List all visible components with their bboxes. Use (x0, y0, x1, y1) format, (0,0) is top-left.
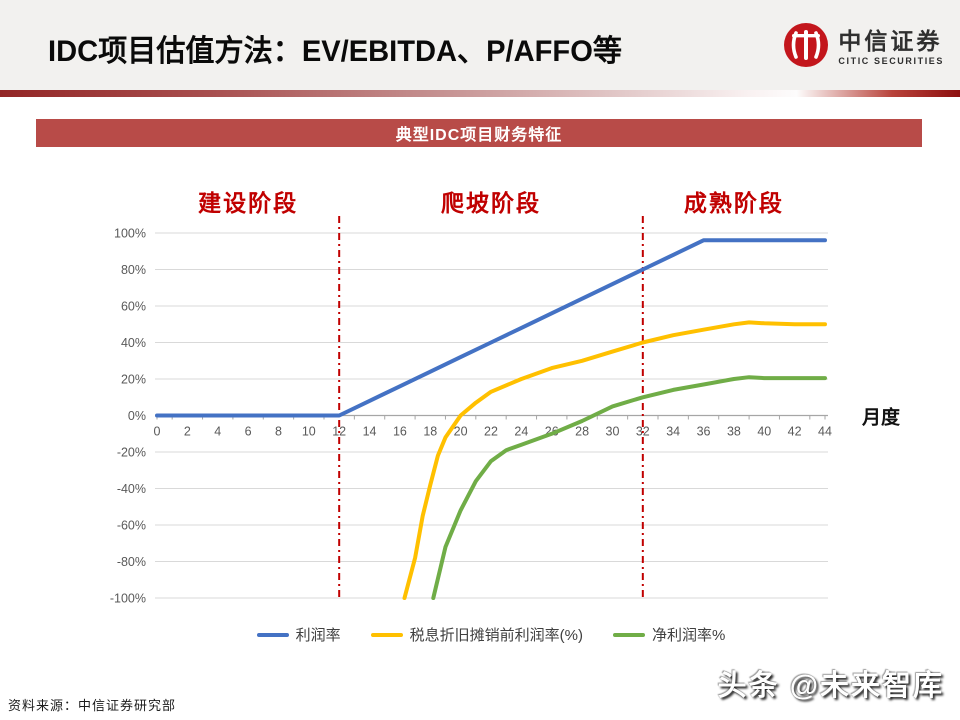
svg-text:44: 44 (818, 425, 832, 439)
chart-area: 100% 80% 60% 40% 20% 0% -20% -40% -60% -80% -100% 0… (0, 150, 960, 620)
svg-text:-80%: -80% (117, 555, 146, 569)
svg-text:20: 20 (454, 425, 468, 439)
citic-logo-cn: 中信证券 (838, 27, 943, 54)
svg-text:-40%: -40% (117, 482, 146, 496)
legend-item-3: 净利润率% (613, 624, 725, 645)
phase-label-2: 爬坡阶段 (441, 190, 541, 216)
citic-logo-text: 中信证券 CITIC SECURITIES (838, 27, 944, 66)
svg-text:6: 6 (245, 425, 252, 439)
svg-text:24: 24 (514, 425, 528, 439)
svg-text:16: 16 (393, 425, 407, 439)
svg-text:34: 34 (666, 425, 680, 439)
legend-swatch-3 (613, 632, 645, 637)
svg-text:38: 38 (727, 425, 741, 439)
x-axis-title: 月度 (861, 406, 901, 429)
svg-text:10: 10 (302, 425, 316, 439)
svg-text:4: 4 (214, 425, 221, 439)
citic-logo-en: CITIC SECURITIES (838, 55, 944, 66)
slide-header: IDC项目估值方法：EV/EBITDA、P/AFFO等 中信证券 CITIC S… (0, 0, 960, 90)
citic-logo-icon (783, 22, 829, 73)
red-gradient-divider (0, 90, 960, 97)
gridlines (155, 232, 828, 599)
series-line-2 (402, 320, 827, 600)
svg-text:8: 8 (275, 425, 282, 439)
svg-text:22: 22 (484, 425, 498, 439)
svg-text:2: 2 (184, 425, 191, 439)
citic-logo: 中信证券 CITIC SECURITIES (783, 22, 944, 73)
legend-label-2: 税息折旧摊销前利润率(%) (409, 627, 583, 644)
series-line-3 (431, 375, 827, 600)
svg-text:60%: 60% (121, 300, 146, 314)
chart-legend: 利润率 税息折旧摊销前利润率(%) 净利润率% (157, 624, 825, 645)
phase-label-1: 建设阶段 (198, 190, 298, 216)
section-banner-label: 典型IDC项目财务特征 (395, 127, 563, 144)
svg-text:18: 18 (423, 425, 437, 439)
watermark: 头条 @未来智库 (717, 670, 944, 702)
page-title: IDC项目估值方法：EV/EBITDA、P/AFFO等 (48, 35, 622, 68)
svg-text:-100%: -100% (110, 592, 146, 606)
x-axis-labels: 0246810121416182022242628303234363840424… (154, 425, 832, 439)
svg-text:14: 14 (363, 425, 377, 439)
svg-text:80%: 80% (121, 263, 146, 277)
phase-label-3: 成熟阶段 (684, 190, 784, 216)
svg-text:0: 0 (154, 425, 161, 439)
source-note: 资料来源：中信证券研究部 (8, 698, 177, 713)
svg-text:0%: 0% (128, 409, 146, 423)
svg-text:20%: 20% (121, 373, 146, 387)
chart-svg: 100% 80% 60% 40% 20% 0% -20% -40% -60% -80% -100% 0… (110, 190, 901, 606)
svg-text:40: 40 (757, 425, 771, 439)
legend-label-3: 净利润率% (652, 627, 726, 644)
legend-item-2: 税息折旧摊销前利润率(%) (370, 624, 583, 645)
svg-text:-60%: -60% (117, 519, 146, 533)
legend-swatch-1 (256, 632, 289, 637)
svg-text:-20%: -20% (117, 446, 146, 460)
svg-text:28: 28 (575, 425, 589, 439)
svg-text:30: 30 (606, 425, 620, 439)
section-banner: 典型IDC项目财务特征 (36, 119, 922, 147)
svg-text:100%: 100% (114, 227, 146, 241)
legend-label-1: 利润率 (295, 627, 341, 644)
svg-text:36: 36 (697, 425, 711, 439)
legend-swatch-2 (370, 632, 403, 637)
y-axis-labels: 100% 80% 60% 40% 20% 0% -20% -40% -60% -80% -100% (110, 227, 146, 606)
svg-text:40%: 40% (121, 336, 146, 350)
legend-item-1: 利润率 (256, 624, 341, 645)
svg-text:42: 42 (788, 425, 802, 439)
series-line-1 (155, 238, 827, 418)
